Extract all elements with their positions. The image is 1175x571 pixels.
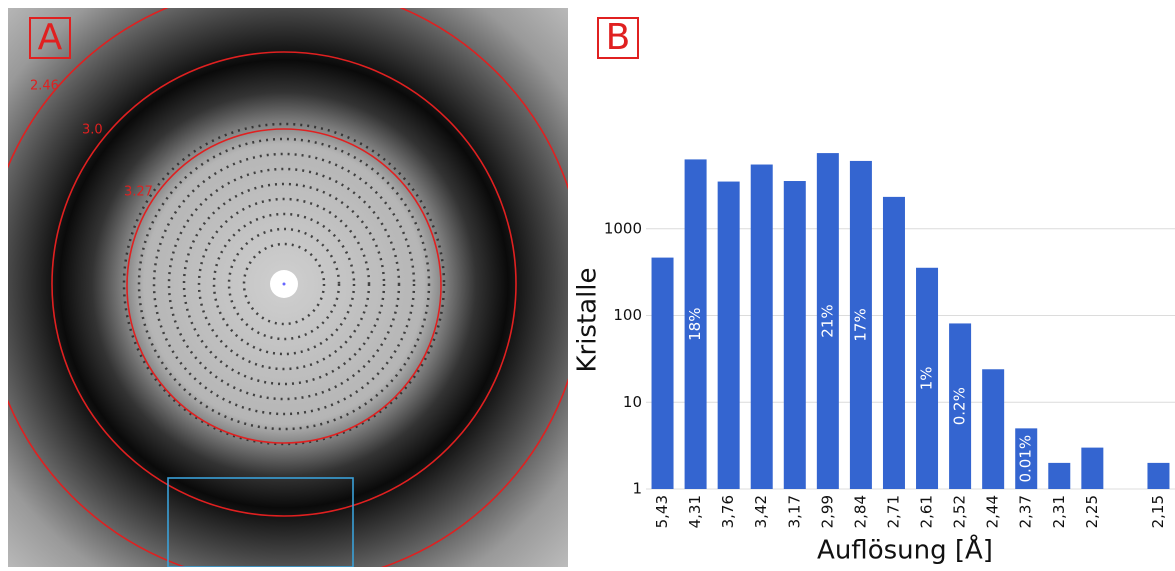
- percent-label: 1%: [918, 366, 936, 390]
- ring-label: 3.27: [124, 185, 153, 200]
- y-tick-label: 100: [613, 306, 642, 324]
- x-tick-label: 2,61: [918, 495, 936, 528]
- panel-label-box: [29, 17, 71, 59]
- bar: [816, 153, 839, 489]
- ring-label: 2.46: [30, 79, 59, 94]
- x-tick-label: 4,31: [686, 495, 704, 528]
- bar: [1147, 462, 1170, 489]
- panel-label: A: [38, 17, 63, 58]
- percent-label: 18%: [686, 308, 704, 341]
- bar: [982, 369, 1005, 489]
- bar: [783, 181, 806, 489]
- x-tick-label: 2,71: [884, 495, 902, 528]
- x-tick-label: 3,42: [752, 495, 770, 528]
- percent-label: 17%: [851, 308, 869, 341]
- x-tick-label: 2,52: [951, 495, 969, 528]
- bar: [849, 160, 872, 489]
- bar: [717, 181, 740, 489]
- x-tick-label: 2,44: [984, 495, 1002, 528]
- bar: [1015, 428, 1038, 489]
- percent-label: 21%: [818, 304, 836, 337]
- x-tick-label: 3,17: [785, 495, 803, 528]
- y-tick-label: 10: [623, 393, 642, 411]
- bar: [1081, 447, 1104, 489]
- bar: [750, 164, 773, 489]
- percent-label: 0.01%: [1017, 435, 1035, 483]
- percent-label: 0.2%: [951, 387, 969, 425]
- x-tick-label: 2,25: [1083, 495, 1101, 528]
- bar: [651, 257, 674, 489]
- x-tick-label: 3,76: [719, 495, 737, 528]
- y-tick-label: 1: [632, 480, 642, 498]
- x-tick-label: 2,15: [1149, 495, 1167, 528]
- x-tick-label: 5,43: [653, 495, 671, 528]
- bar: [949, 323, 972, 489]
- x-tick-label: 2,84: [851, 495, 869, 528]
- bar: [916, 267, 939, 489]
- y-axis-title: Kristalle: [573, 267, 603, 372]
- x-tick-label: 2,31: [1050, 495, 1068, 528]
- y-tick-label: 1000: [604, 219, 642, 237]
- ring-label: 3.0: [82, 123, 103, 138]
- bar: [684, 159, 707, 489]
- panel-label: B: [606, 17, 631, 58]
- panel-label-box: [597, 17, 639, 59]
- x-axis-title: Auflösung [Å]: [817, 534, 993, 566]
- bar: [1048, 462, 1071, 489]
- x-tick-label: 2,99: [818, 495, 836, 528]
- diffraction-image: [8, 8, 568, 567]
- x-tick-label: 2,37: [1017, 495, 1035, 528]
- bar: [882, 196, 905, 489]
